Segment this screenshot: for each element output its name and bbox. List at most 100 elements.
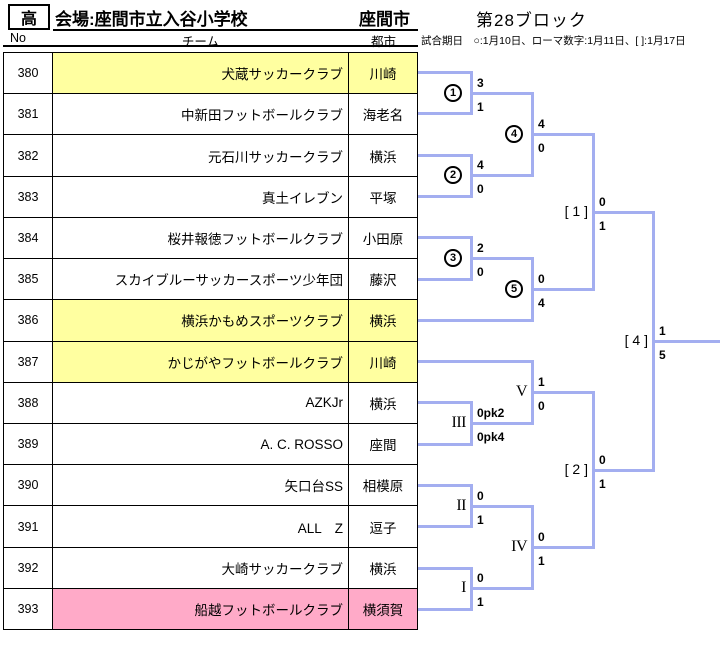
score-bottom: 1 (477, 513, 484, 527)
bracket-line (470, 587, 534, 590)
row-number: 384 (4, 217, 53, 259)
row-number: 385 (4, 259, 53, 300)
team-name: 大崎サッカークラブ (53, 547, 349, 588)
row-number: 390 (4, 465, 53, 506)
match-label-bracket-2: [ 2 ] (564, 461, 588, 477)
score-bottom: 0 (538, 141, 545, 155)
team-name: 矢口台SS (53, 465, 349, 506)
bracket-line (418, 71, 473, 74)
header-divider (3, 45, 418, 47)
bracket-line (418, 360, 534, 363)
row-number: 393 (4, 588, 53, 630)
team-name: 犬蔵サッカークラブ (53, 53, 349, 94)
table-row: 383 真土イレブン 平塚 (4, 176, 417, 218)
bracket-line (418, 443, 473, 446)
col-header-no: No (10, 31, 26, 45)
team-name: スカイブルーサッカースポーツ少年団 (53, 259, 349, 300)
venue-header: 会場:座間市立入谷小学校 座間市 (53, 5, 418, 31)
team-name: AZKJr (53, 382, 349, 423)
venue-city: 座間市 (359, 9, 410, 29)
table-row: 381 中新田フットボールクラブ 海老名 (4, 94, 417, 136)
table-row: 392 大崎サッカークラブ 横浜 (4, 547, 417, 589)
match-label-circle-2: 2 (444, 166, 462, 184)
match-label-roman-4: IV (511, 538, 527, 555)
table-row: 388 AZKJr 横浜 (4, 382, 417, 424)
score-top: 0 (599, 453, 606, 467)
bracket-line (531, 546, 595, 549)
score-top: 1 (538, 375, 545, 389)
table-row: 389 A. C. ROSSO 座間 (4, 423, 417, 466)
score-bottom: 1 (538, 554, 545, 568)
match-label-roman-3: III (451, 414, 467, 431)
row-number: 392 (4, 547, 53, 588)
score-top: 2 (477, 241, 484, 255)
match-label-circle-1: 1 (444, 84, 462, 102)
block-title: 第28ブロック (476, 11, 587, 30)
row-number: 386 (4, 300, 53, 341)
team-name: 元石川サッカークラブ (53, 135, 349, 176)
bracket-line (531, 133, 595, 136)
col-header-team: チーム (181, 35, 220, 49)
bracket-line (418, 278, 473, 281)
score-top: 0pk2 (477, 406, 505, 420)
row-number: 387 (4, 341, 53, 382)
team-city: 藤沢 (369, 273, 397, 289)
bracket-line (418, 112, 473, 115)
col-header-city: 都市 (370, 35, 396, 49)
match-label-roman-2: II (456, 497, 466, 514)
score-bottom: 0 (477, 265, 484, 279)
bracket-line (531, 391, 595, 394)
score-top: 1 (659, 324, 666, 338)
match-label-circle-3: 3 (444, 249, 462, 267)
level-text: 高 (20, 11, 37, 28)
bracket-line (470, 174, 534, 177)
table-row: 391 ALL Z 逗子 (4, 506, 417, 548)
team-name: かじがやフットボールクラブ (53, 341, 349, 382)
team-table: 380 犬蔵サッカークラブ 川崎 381 中新田フットボールクラブ 海老名 382 元石川… (3, 52, 418, 630)
score-bottom: 0 (477, 182, 484, 196)
team-city: 座間 (369, 438, 397, 454)
venue-label: 会場:座間市立入谷小学校 (55, 9, 248, 29)
bracket-line (418, 319, 534, 322)
level-badge: 高 (8, 4, 50, 30)
bracket-line (470, 505, 534, 508)
bracket-line (418, 154, 473, 157)
team-name: 中新田フットボールクラブ (53, 94, 349, 135)
table-row: 385 スカイブルーサッカースポーツ少年団 藤沢 (4, 259, 417, 301)
team-city: 横浜 (369, 396, 397, 412)
score-bottom: 1 (477, 100, 484, 114)
bracket-line (418, 608, 473, 611)
match-label-roman-1: I (461, 579, 466, 596)
bracket-line (418, 484, 473, 487)
match-label-circle-4: 4 (505, 125, 523, 143)
team-name: A. C. ROSSO (53, 423, 349, 465)
bracket-line (418, 236, 473, 239)
row-number: 380 (4, 53, 53, 94)
bracket-line (592, 469, 655, 472)
team-city: 逗子 (369, 520, 397, 536)
score-bottom: 5 (659, 348, 666, 362)
score-top: 4 (538, 117, 545, 131)
team-city: 横浜 (369, 561, 397, 577)
bracket-line (531, 288, 595, 291)
match-label-circle-5: 5 (505, 280, 523, 298)
team-city: 横浜 (349, 300, 417, 341)
team-city: 相模原 (362, 479, 404, 495)
winner-line (652, 340, 720, 343)
score-top: 0 (538, 272, 545, 286)
score-top: 3 (477, 76, 484, 90)
team-city: 横浜 (369, 149, 397, 165)
score-top: 0 (477, 489, 484, 503)
